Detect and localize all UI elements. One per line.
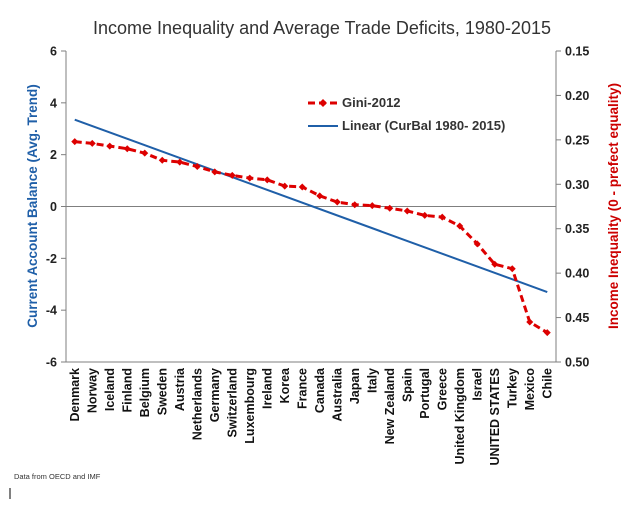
left-tick-label: -4 (46, 304, 57, 318)
category-label: Spain (400, 368, 414, 402)
legend-gini-label: Gini-2012 (342, 95, 401, 110)
gini-point (158, 156, 166, 164)
gini-point (333, 198, 341, 206)
legend-gini-marker (319, 99, 327, 107)
left-tick-label: 6 (50, 45, 57, 59)
left-tick-label: 0 (50, 200, 57, 214)
gini-point (351, 201, 359, 209)
category-label: Canada (313, 367, 327, 413)
trend-line (74, 118, 548, 293)
category-label: United Kingdom (453, 368, 467, 465)
right-tick-label: 0.45 (565, 311, 589, 325)
category-label: Ireland (260, 368, 274, 409)
gini-point (473, 240, 481, 248)
gini-point (543, 329, 551, 337)
gini-point (71, 138, 79, 146)
category-label: Greece (435, 368, 449, 410)
gini-point (438, 213, 446, 221)
right-tick-label: 0.35 (565, 222, 589, 236)
gini-point (123, 145, 131, 153)
gini-point (228, 171, 236, 179)
right-tick-label: 0.50 (565, 356, 589, 370)
legend: Gini-2012 Linear (CurBal 1980- 2015) (308, 95, 505, 133)
category-label: Austria (173, 367, 187, 411)
category-label: Sweden (155, 368, 169, 415)
right-tick-label: 0.15 (565, 45, 589, 59)
gini-point (421, 211, 429, 219)
right-tick-label: 0.30 (565, 178, 589, 192)
category-label: Luxembourg (243, 368, 257, 444)
gini-point (281, 182, 289, 190)
right-tick-label: 0.40 (565, 267, 589, 281)
category-label: Turkey (505, 368, 519, 408)
category-label: Switzerland (225, 368, 239, 437)
gini-point (316, 192, 324, 200)
gini-point (386, 204, 394, 212)
gini-point (403, 207, 411, 215)
category-label: Israel (470, 368, 484, 401)
category-label: Belgium (138, 368, 152, 417)
gini-point (88, 139, 96, 147)
gini-point (246, 174, 254, 182)
category-label: Germany (208, 368, 222, 422)
left-tick-label: 2 (50, 148, 57, 162)
gini-point (211, 168, 219, 176)
gini-point (141, 149, 149, 157)
gini-point (368, 202, 376, 210)
category-label: New Zealand (383, 368, 397, 444)
right-tick-label: 0.25 (565, 133, 589, 147)
right-tick-label: 0.20 (565, 89, 589, 103)
category-label: Japan (348, 368, 362, 404)
category-label: UNITED STATES (488, 368, 502, 465)
gini-point (298, 183, 306, 191)
gini-point (526, 318, 534, 326)
left-tick-label: -2 (46, 252, 57, 266)
source-note: Data from OECD and IMF (14, 472, 101, 481)
left-axis-label: Current Account Balance (Avg. Trend) (25, 84, 40, 328)
gini-point (263, 176, 271, 184)
right-axis-label: Income Inequality (0 - prefect equality) (606, 83, 621, 329)
category-label: Korea (278, 367, 292, 403)
left-tick-label: -6 (46, 356, 57, 370)
gini-point (508, 265, 516, 273)
left-tick-label: 4 (50, 96, 57, 110)
category-label: Norway (85, 368, 99, 413)
category-label: Finland (120, 368, 134, 412)
gini-point (106, 142, 114, 150)
category-label: Australia (330, 367, 344, 422)
gini-point (456, 222, 464, 230)
chart-title: Income Inequality and Average Trade Defi… (93, 18, 551, 38)
gini-point (176, 158, 184, 166)
category-label: Mexico (523, 368, 537, 411)
gini-line (74, 140, 549, 334)
gini-point (491, 260, 499, 268)
category-label: Portugal (418, 368, 432, 419)
category-label: Iceland (103, 368, 117, 411)
category-label: France (295, 368, 309, 409)
category-label: Italy (365, 368, 379, 393)
category-label: Netherlands (190, 368, 204, 440)
gini-point (193, 163, 201, 171)
legend-linear-label: Linear (CurBal 1980- 2015) (342, 118, 505, 133)
category-label: Chile (540, 368, 554, 399)
category-label: Denmark (68, 368, 82, 422)
